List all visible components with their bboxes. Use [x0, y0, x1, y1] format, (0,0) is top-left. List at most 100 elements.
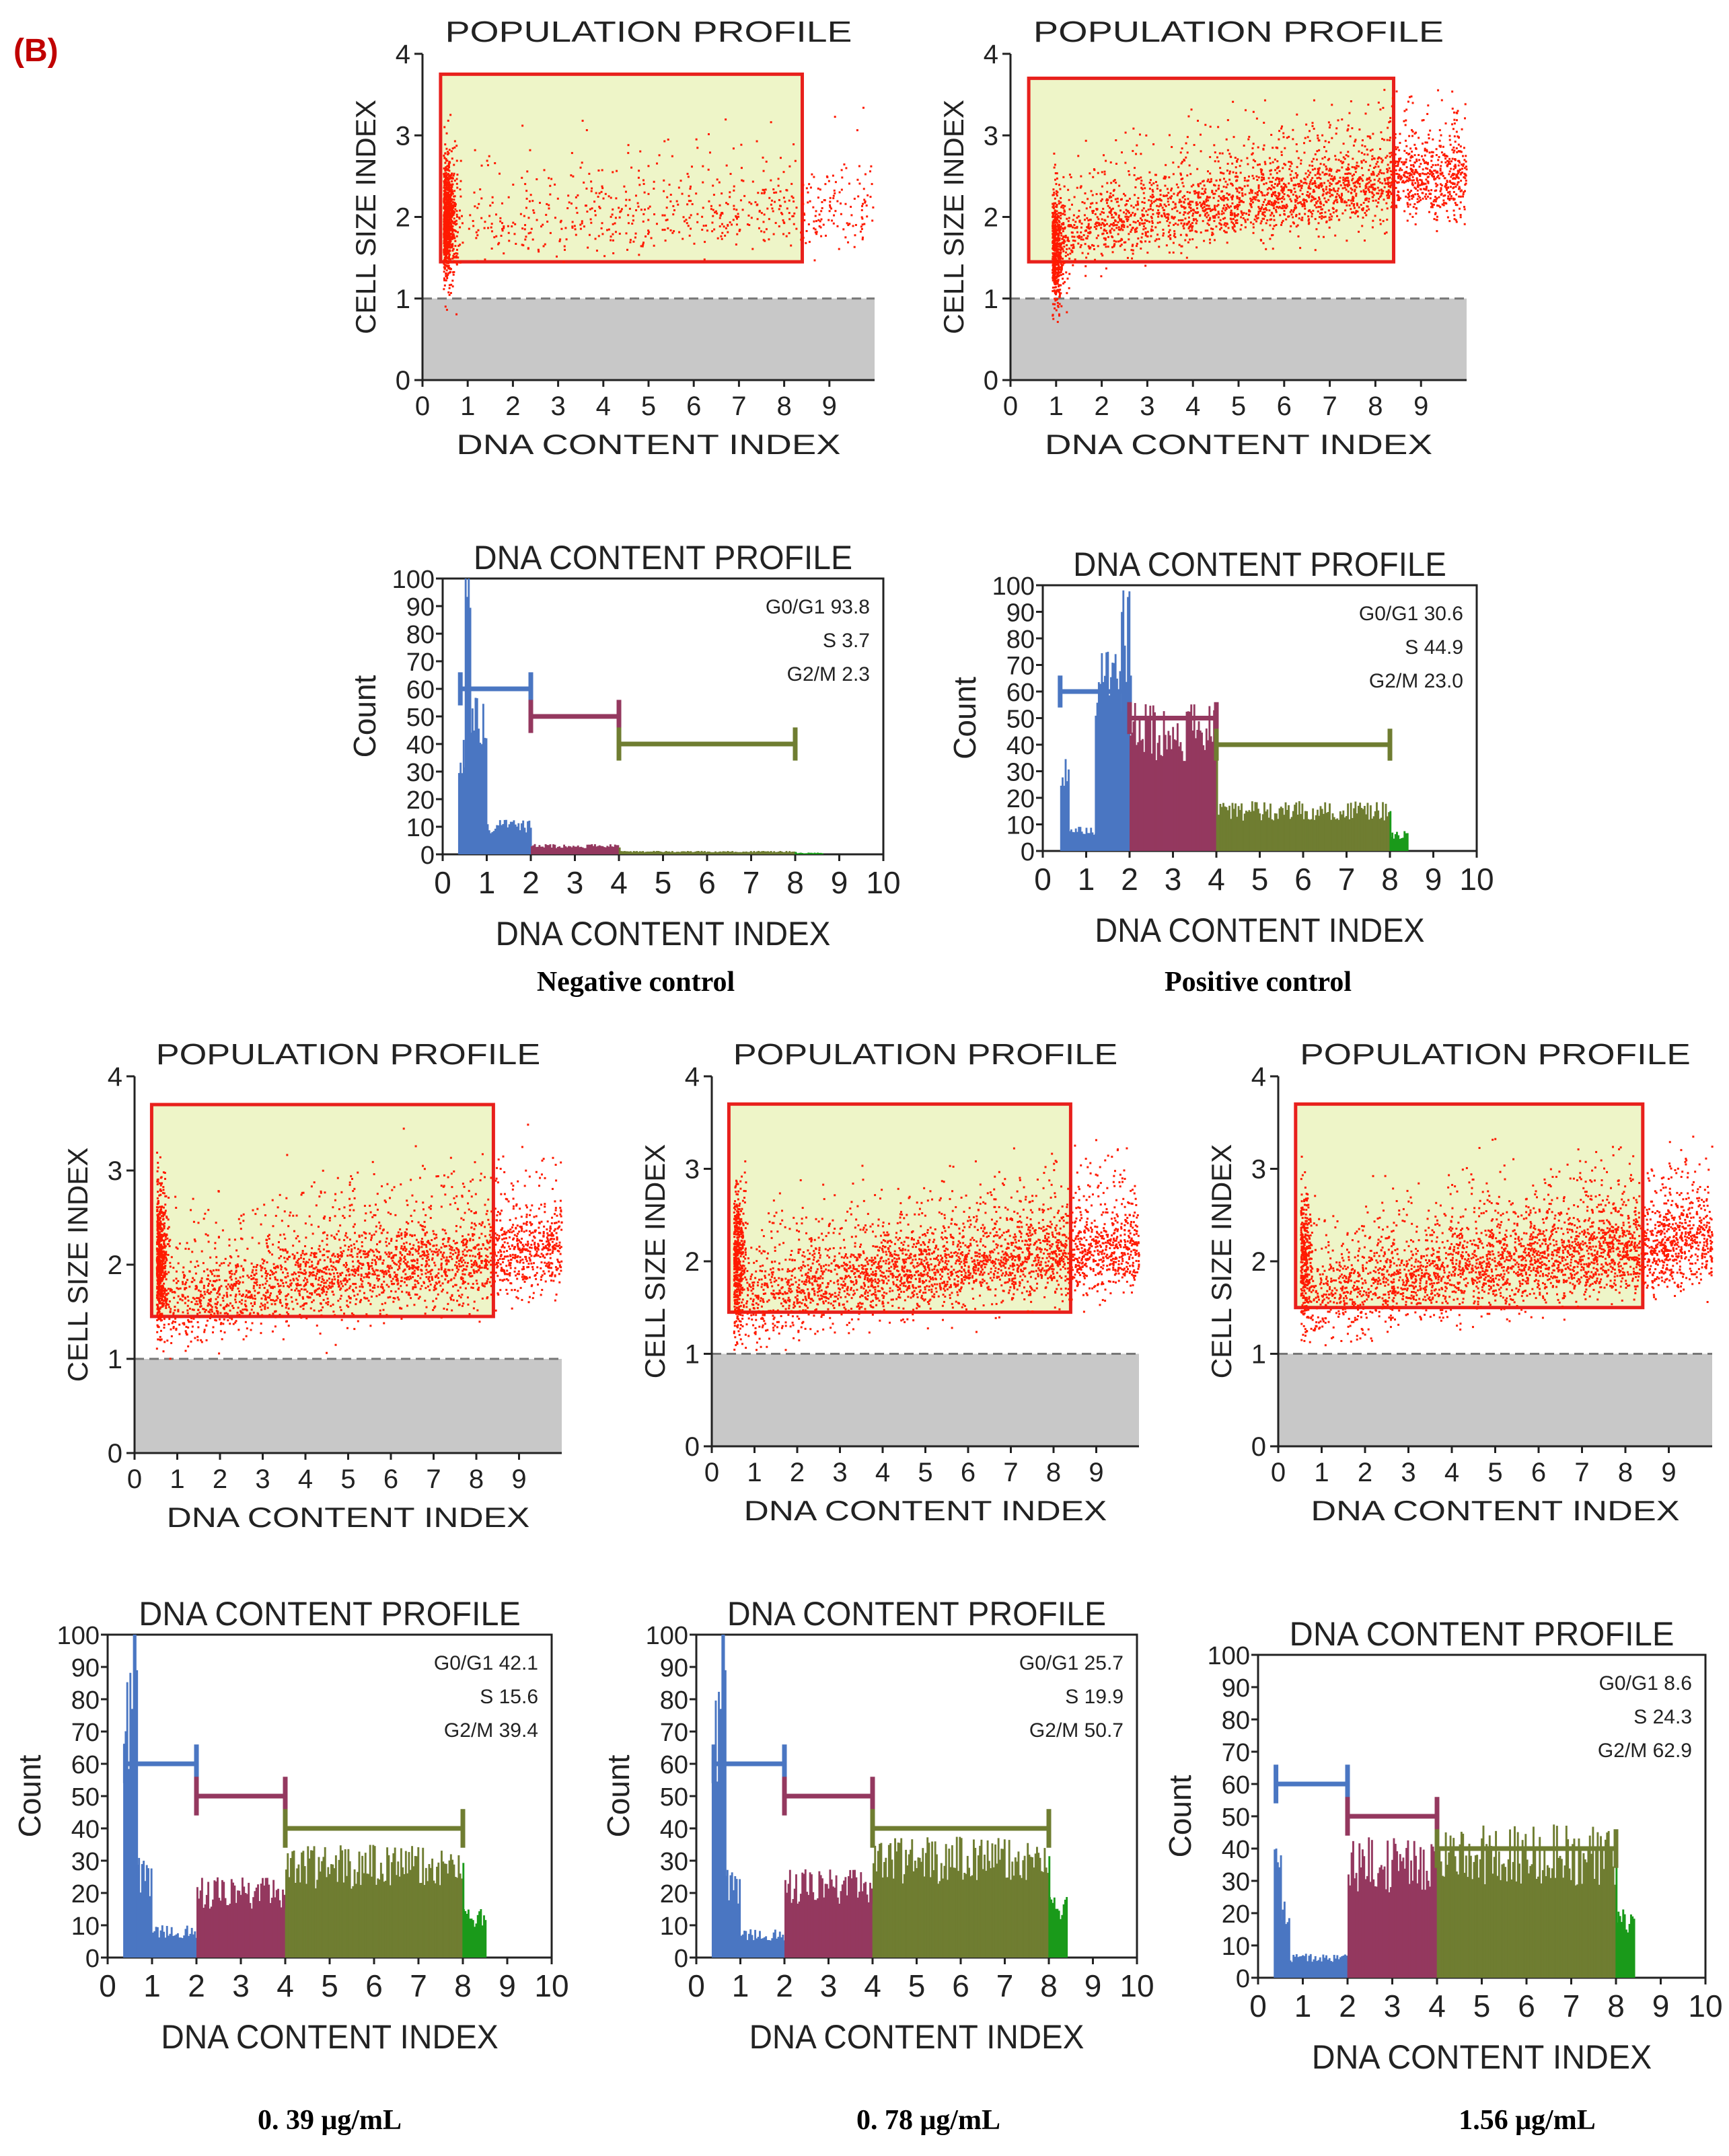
histogram-bar [810, 852, 813, 854]
histogram-bar [742, 851, 745, 854]
histogram-bar [803, 853, 805, 854]
caption-negative-control: Negative control [536, 967, 735, 998]
histogram-bar [484, 737, 486, 854]
histogram-bar [473, 730, 476, 854]
histogram-bar [558, 846, 561, 854]
histogram-bar [616, 845, 618, 854]
histogram-bar [663, 852, 666, 854]
histogram-bar [546, 845, 548, 854]
histogram-bar [734, 852, 737, 854]
debris-region [1010, 298, 1467, 380]
histogram-bar [782, 852, 784, 854]
histogram-bar [509, 821, 512, 854]
histogram-bar [595, 846, 598, 854]
histogram-bar [1124, 645, 1126, 851]
histogram-bar [523, 827, 526, 854]
histogram-bar [593, 844, 596, 854]
histogram-bar [476, 698, 478, 854]
histogram-bar [499, 820, 501, 854]
chart-title: DNA CONTENT PROFILE [474, 539, 852, 577]
histogram-bar [480, 744, 483, 854]
histogram-bar [684, 851, 686, 854]
histogram-bar [586, 844, 589, 854]
histogram-bar [618, 847, 621, 854]
y-tick-label: 60 [406, 676, 435, 704]
histogram-bar [1096, 702, 1099, 851]
histogram-bar [462, 739, 465, 854]
histogram-bar [1114, 654, 1117, 851]
x-tick-label: 3 [1384, 1988, 1401, 2023]
histogram-bar [657, 850, 660, 854]
histogram-bar [600, 846, 603, 854]
chart-title: POPULATION PROFILE [445, 15, 852, 48]
x-tick-label: 6 [698, 865, 716, 900]
histogram-bar [571, 847, 573, 854]
x-tick-label: 3 [1140, 392, 1154, 421]
histogram-bar [685, 852, 688, 854]
histogram-bar [585, 848, 587, 854]
histogram-bar [806, 853, 808, 854]
histogram-bar [710, 852, 712, 854]
y-tick-label: 30 [406, 759, 435, 787]
histogram-bar [561, 848, 564, 854]
x-tick-label: 7 [731, 392, 746, 421]
x-tick-label: 8 [776, 392, 791, 421]
histogram-bar [459, 762, 462, 854]
histogram-bar [819, 852, 822, 854]
histogram-bar [688, 851, 691, 854]
histogram-bar [592, 846, 595, 854]
histogram-bar [786, 852, 789, 854]
x-tick-label: 5 [655, 865, 672, 900]
histogram-bar [1068, 769, 1070, 851]
histogram-bar [1109, 677, 1112, 851]
histogram-bar [717, 852, 720, 854]
histogram-bar [758, 850, 760, 854]
histogram-bar [807, 852, 810, 854]
histogram-bar [580, 846, 583, 854]
histogram-bar [762, 851, 765, 854]
histogram-bar [691, 852, 694, 854]
histogram-bar [793, 851, 795, 854]
histogram-bar [1087, 833, 1089, 851]
histogram-bar [598, 845, 601, 854]
histogram-bar [492, 831, 495, 854]
histogram-bar [587, 844, 590, 854]
histogram-bar [1131, 733, 1134, 851]
histogram-bar [482, 704, 484, 854]
histogram-bar [1082, 833, 1084, 851]
histogram-bar [632, 851, 635, 854]
y-tick-label: 3 [396, 121, 410, 151]
histogram-bar [1089, 833, 1091, 851]
histogram-bar [575, 846, 578, 854]
histogram-bar [799, 852, 802, 854]
phase-stat: G2/M 2.3 [787, 663, 870, 685]
histogram-bar [1093, 834, 1095, 851]
histogram-bar [535, 847, 538, 854]
histogram-bar [1099, 683, 1102, 851]
histogram-bar [659, 851, 661, 854]
histogram-bar [702, 852, 704, 854]
histogram-bar [674, 852, 677, 854]
histogram-bar [700, 850, 703, 854]
y-tick-label: 50 [406, 704, 435, 732]
histogram-bar [711, 852, 714, 854]
histogram-bar [654, 851, 657, 854]
histogram-bar [673, 852, 675, 854]
histogram-bar [727, 850, 729, 854]
histogram-bar [690, 851, 692, 854]
histogram-bar [572, 846, 575, 854]
histogram-bar [1105, 652, 1108, 851]
histogram-bar [574, 846, 577, 854]
histogram-bar [485, 738, 488, 854]
histogram-bar [815, 853, 817, 854]
histogram-bar [620, 851, 623, 854]
histogram-bar [671, 851, 673, 854]
histogram-bar [1068, 831, 1071, 851]
histogram-bar [743, 852, 746, 854]
histogram-bar [490, 833, 492, 854]
histogram-bar [640, 851, 642, 854]
histogram-bar [817, 852, 819, 854]
histogram-bar [645, 852, 647, 854]
